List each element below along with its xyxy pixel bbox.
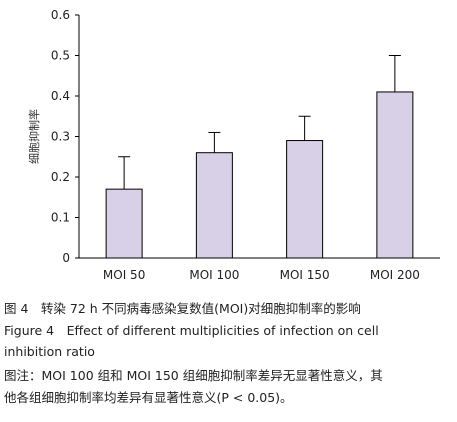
- bar: [105, 188, 143, 259]
- x-tick-label: MOI 200: [370, 268, 420, 282]
- figure-caption-english-line2: inhibition ratio: [4, 344, 95, 359]
- error-bars: [118, 55, 401, 190]
- axis-labels: 0 0.1 0.2 0.3 0.4 0.5 0.6 细胞抑制率 MOI 50 MOI 100 MOI…: [27, 8, 420, 282]
- y-tick-label: 0.5: [51, 49, 70, 63]
- bar-chart: 0 0.1 0.2 0.3 0.4 0.5 0.6 细胞抑制率 MOI 50 MOI 100 MOI…: [27, 8, 440, 282]
- x-tick-label: MOI 100: [189, 268, 239, 282]
- bars: [105, 91, 414, 259]
- bar: [195, 152, 233, 259]
- y-tick-label: 0.4: [51, 89, 70, 103]
- y-tick-label: 0.2: [51, 170, 70, 184]
- x-tick-label: MOI 50: [103, 268, 145, 282]
- y-axis-title: 细胞抑制率: [27, 109, 41, 164]
- bar: [376, 91, 414, 259]
- bar: [286, 140, 324, 259]
- y-tick-label: 0: [62, 251, 70, 265]
- figure-note-line1: 图注：MOI 100 组和 MOI 150 组细胞抑制率差异无显著性意义，其: [4, 368, 383, 383]
- y-tick-label: 0.1: [51, 211, 70, 225]
- figure-caption-chinese: 图 4 转染 72 h 不同病毒感染复数值(MOI)对细胞抑制率的影响: [4, 301, 361, 316]
- figure-caption-english-line1: Figure 4 Effect of different multiplicit…: [4, 323, 379, 338]
- x-tick-label: MOI 150: [280, 268, 330, 282]
- y-tick-label: 0.3: [51, 130, 70, 144]
- y-tick-label: 0.6: [51, 8, 70, 22]
- figure-note-line2: 他各组细胞抑制率均差异有显著性意义(P < 0.05)。: [4, 390, 293, 405]
